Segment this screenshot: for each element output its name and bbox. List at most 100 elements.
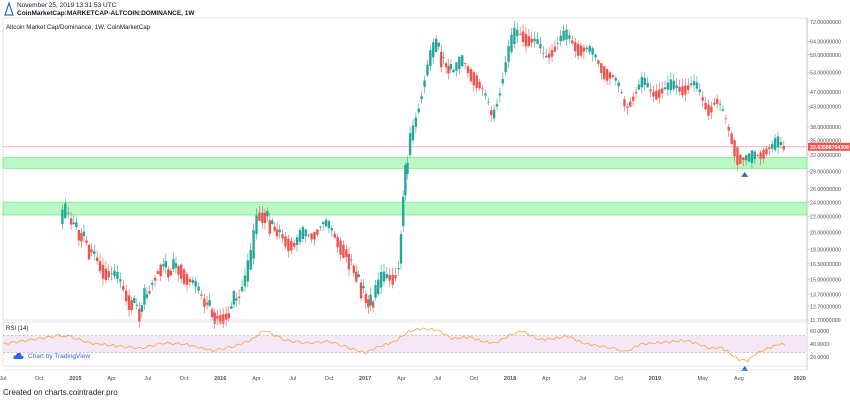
candle-body — [484, 93, 487, 96]
candle-body — [444, 63, 448, 68]
candle-body — [437, 42, 441, 47]
tradingview-logo-icon — [4, 2, 14, 16]
candle-body — [75, 222, 78, 228]
candle-body — [608, 72, 612, 79]
x-tick-label: 2016 — [214, 376, 226, 382]
candle-body — [342, 244, 345, 258]
candle-body — [530, 38, 533, 43]
candle-body — [61, 209, 64, 225]
x-tick-label: Oct — [325, 376, 334, 382]
buy-signal-marker — [741, 171, 749, 177]
candle-body — [634, 91, 638, 94]
candle-body — [678, 86, 681, 92]
candle-body — [87, 244, 91, 260]
candle-body — [461, 55, 464, 67]
candle-body — [185, 274, 189, 285]
candle-body — [72, 222, 76, 225]
y-tick-label: 26.00000000 — [810, 187, 841, 193]
main-chart-title: Altcoin Market Cap/Dominance, 1W, CoinMa… — [6, 24, 151, 31]
candle-body — [736, 147, 739, 165]
candle-body — [110, 273, 113, 275]
candle-body — [321, 222, 325, 225]
candle-body — [156, 271, 160, 275]
candle-body — [478, 81, 481, 89]
candle-body — [585, 47, 589, 50]
footer-credit: Created on charts.cointrader.pro — [3, 388, 118, 397]
candle-body — [124, 290, 128, 302]
x-tick-label: 2020 — [794, 376, 806, 382]
candle-body — [261, 212, 264, 223]
candle-body — [611, 75, 615, 78]
candle-body — [364, 293, 368, 304]
candle-body — [713, 102, 716, 105]
candle-body — [672, 80, 675, 90]
candle-body — [533, 38, 536, 42]
candle-body — [127, 295, 131, 310]
candle-body — [417, 108, 420, 113]
candle-body — [602, 66, 606, 80]
candle-body — [432, 42, 435, 58]
candle-body — [153, 277, 157, 281]
candle-body — [292, 242, 296, 247]
candle-body — [90, 249, 93, 253]
candle-body — [442, 57, 445, 58]
candle-body — [93, 251, 96, 254]
candle-body — [762, 149, 765, 159]
y-tick-label: 72.00000000 — [810, 20, 841, 26]
symbol-label: CoinMarketCap:MARKETCAP-ALTCOIN:DOMINANC… — [17, 10, 195, 17]
candle-body — [369, 294, 372, 306]
candle-body — [301, 227, 305, 240]
candle-body — [721, 108, 725, 111]
candle-body — [159, 264, 162, 277]
candle-body — [655, 90, 658, 100]
candle-body — [113, 270, 116, 277]
candle-body — [169, 270, 173, 276]
candle-body — [681, 86, 684, 96]
x-tick-label: 2018 — [504, 376, 516, 382]
candle-body — [246, 260, 250, 282]
rsi-pane: RSI (14) 60.0000 40.0000 20.0000 — [2, 321, 829, 371]
candle-body — [495, 104, 499, 107]
candle-body — [330, 228, 334, 231]
rsi-y-tick-label: 60.0000 — [810, 329, 829, 335]
y-tick-label: 20.00000000 — [810, 230, 841, 236]
candle-body — [597, 60, 600, 64]
candle-body — [287, 238, 290, 251]
candle-body — [319, 226, 322, 228]
rsi-y-tick-label: 40.0000 — [810, 342, 829, 348]
candle-body — [232, 290, 236, 305]
candle-body — [524, 33, 528, 47]
tradingview-watermark-link[interactable]: Chart by TradingView — [13, 352, 90, 360]
candle-body — [216, 315, 219, 319]
tradingview-watermark-label: Chart by TradingView — [28, 352, 91, 360]
candle-body — [458, 56, 461, 70]
y-tick-label: 35.00000000 — [810, 138, 841, 144]
candle-body — [481, 88, 484, 90]
candle-body — [707, 104, 710, 116]
candle-body — [182, 269, 186, 284]
candle-body — [576, 43, 580, 56]
y-tick-label: 29.00000000 — [810, 169, 841, 175]
candle-body — [145, 294, 149, 298]
candle-body — [423, 80, 426, 87]
candle-body — [614, 77, 617, 81]
candle-body — [77, 230, 81, 241]
candle-body — [350, 259, 353, 261]
candle-body — [501, 78, 504, 84]
candle-body — [594, 54, 597, 58]
candle-body — [101, 264, 105, 279]
candle-body — [290, 240, 293, 251]
candle-body — [278, 229, 281, 233]
candle-body — [95, 257, 99, 262]
candle-body — [347, 253, 351, 270]
candle-body — [562, 30, 565, 41]
candle-body — [620, 91, 623, 93]
candle-body — [281, 234, 284, 239]
candle-body — [401, 196, 405, 227]
candle-body — [447, 66, 450, 74]
candle-body — [310, 233, 313, 240]
candle-body — [698, 89, 701, 92]
candle-body — [426, 64, 429, 76]
candle-body — [255, 215, 258, 235]
